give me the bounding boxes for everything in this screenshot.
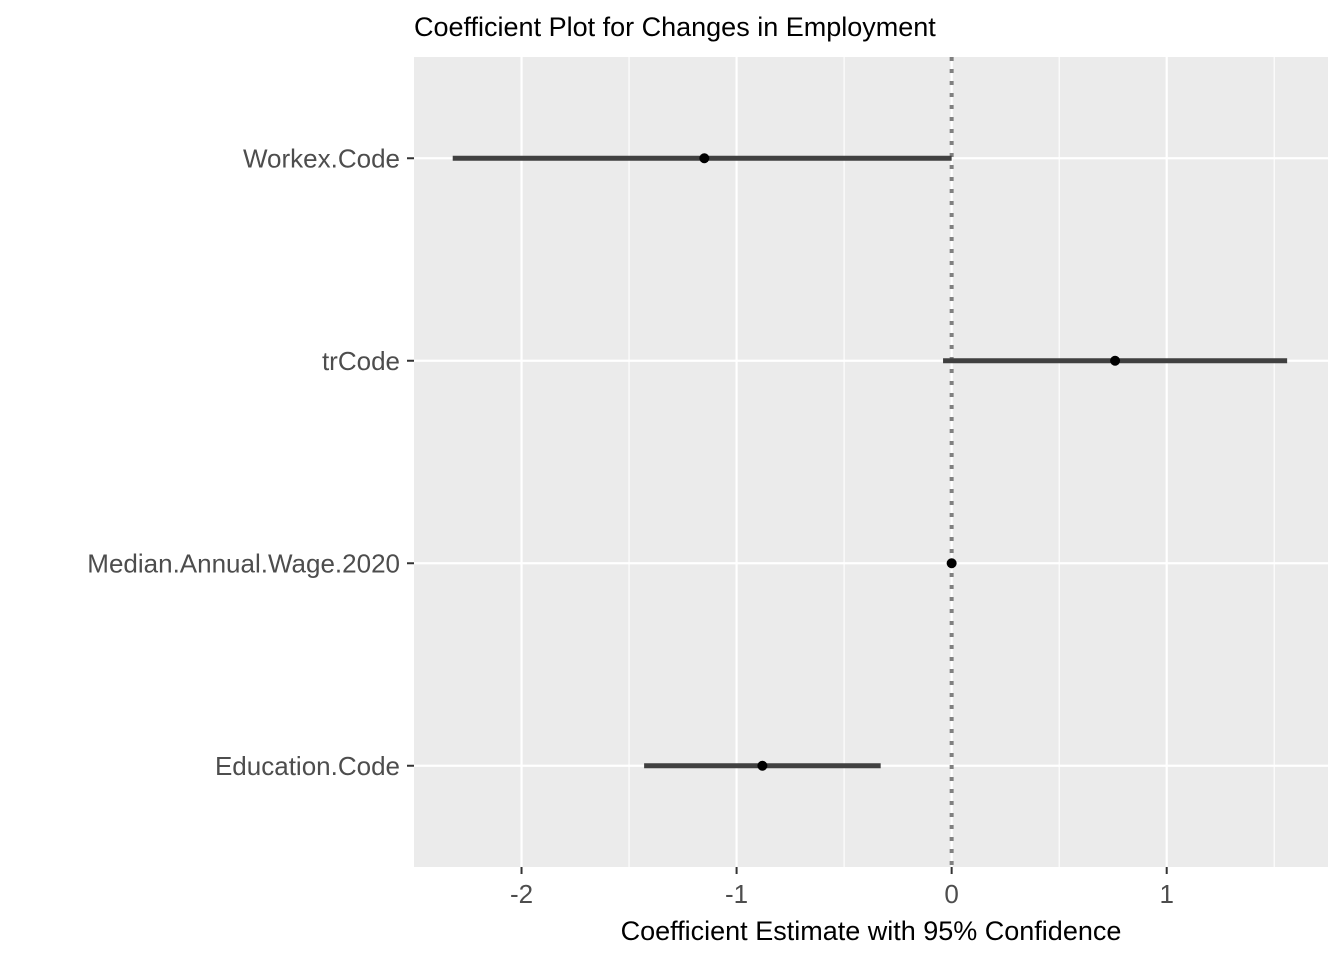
x-axis: -2 -1 0 1 [510,867,1174,909]
x-tick-label: -1 [725,879,748,909]
y-tick-label: Workex.Code [243,143,400,173]
y-tick-label: Median.Annual.Wage.2020 [87,548,400,578]
x-tick-label: 1 [1159,879,1173,909]
point-layer [699,153,1121,771]
y-tick-label: trCode [322,346,400,376]
x-axis-title: Coefficient Estimate with 95% Confidence [621,916,1122,946]
chart-title: Coefficient Plot for Changes in Employme… [414,12,936,42]
y-tick-label: Education.Code [215,751,400,781]
estimate-point-median-annual-wage-2020 [946,558,957,569]
estimate-point-education-code [757,760,768,771]
estimate-point-trcode [1110,355,1121,366]
plot-panel [414,57,1328,867]
x-tick-label: 0 [944,879,958,909]
estimate-point-workex-code [699,153,710,164]
y-axis: Workex.Code trCode Median.Annual.Wage.2020… [87,143,414,781]
x-tick-label: -2 [510,879,533,909]
